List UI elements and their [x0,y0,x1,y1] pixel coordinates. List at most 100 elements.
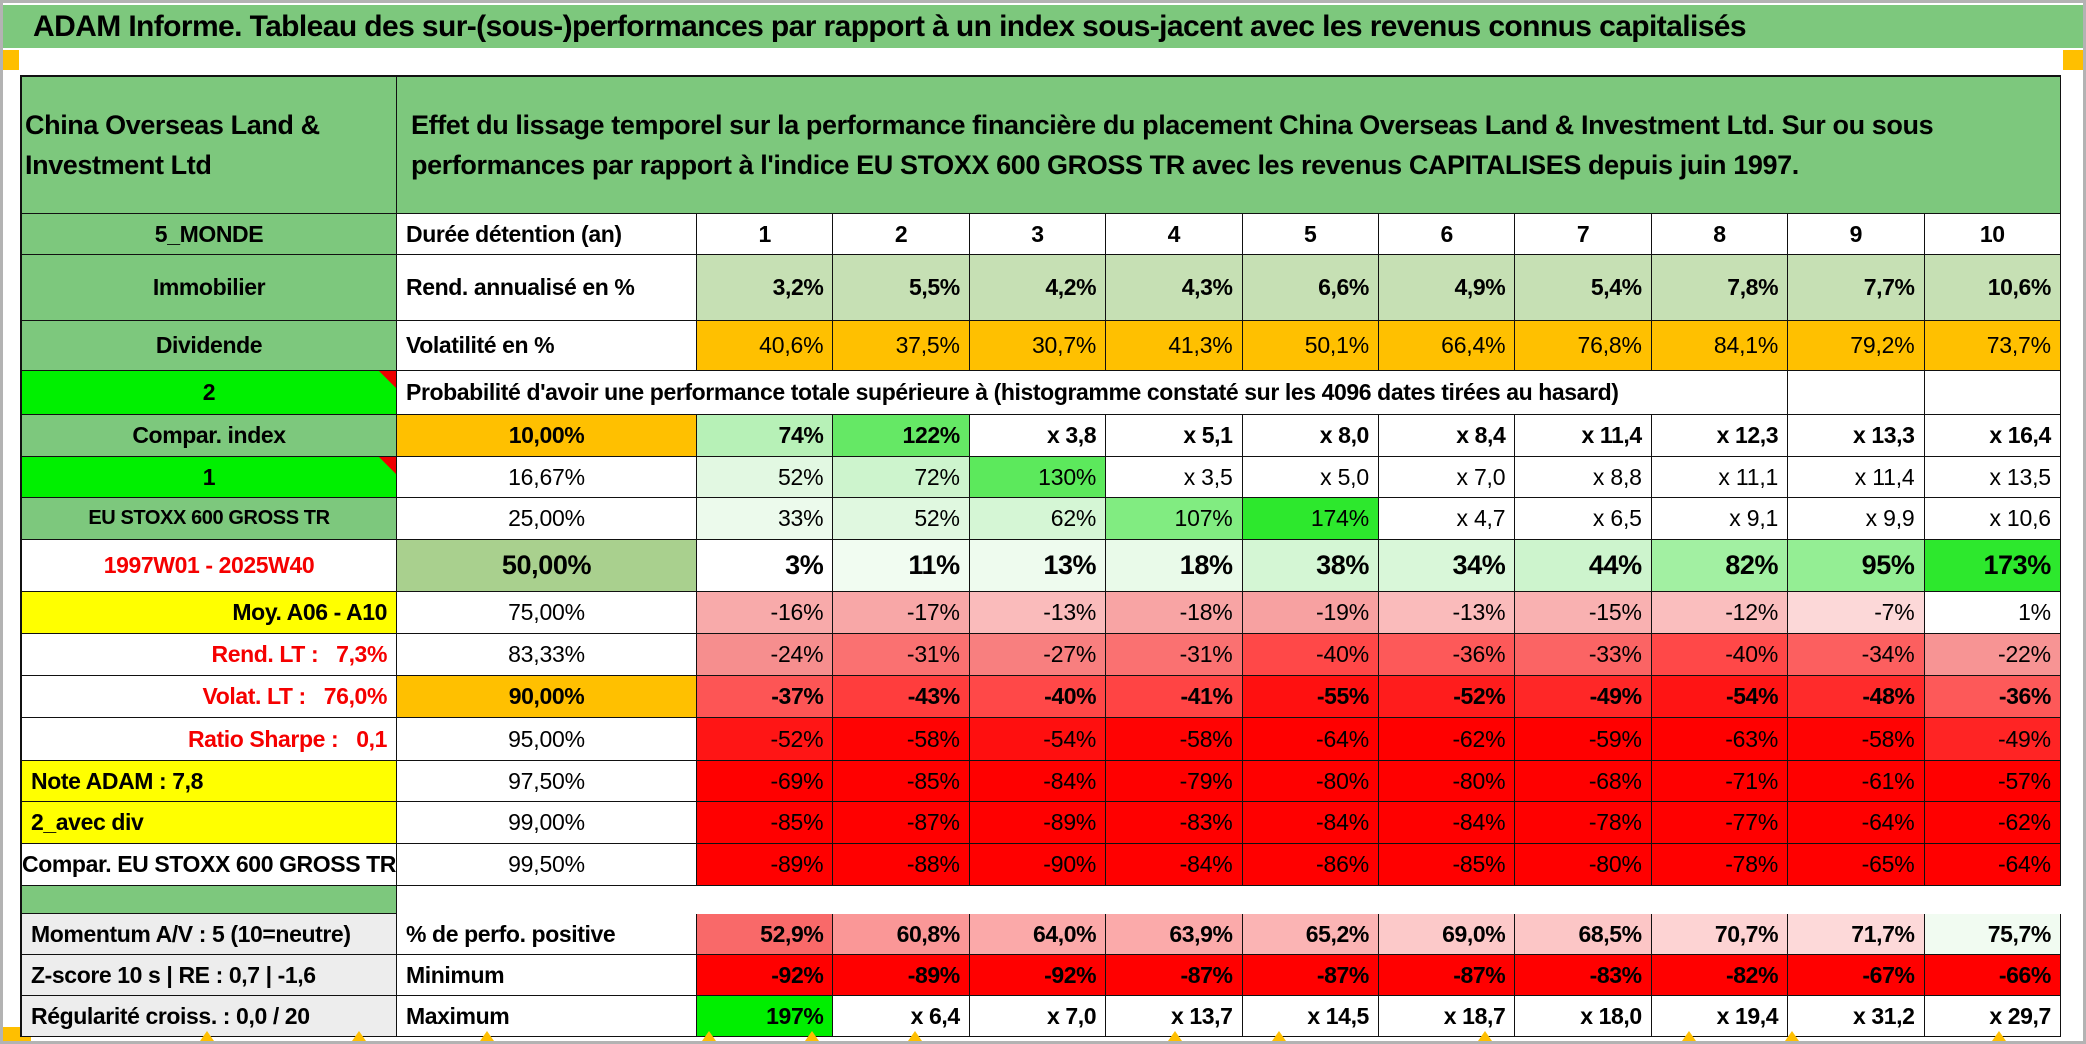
data-cell[interactable]: 95% [1788,540,1925,592]
data-cell[interactable]: -78% [1651,844,1789,886]
row-header-cell[interactable]: Moy. A06 - A10 [22,592,397,634]
data-cell[interactable]: 62% [969,498,1107,540]
data-cell[interactable]: 7,8% [1651,255,1789,321]
data-cell[interactable]: 65,2% [1242,914,1379,955]
data-cell[interactable]: -89% [969,802,1107,844]
data-cell[interactable]: x 9,9 [1788,498,1925,540]
data-cell[interactable]: -54% [969,718,1107,761]
data-cell[interactable]: -19% [1242,592,1379,634]
data-cell[interactable]: -67% [1788,955,1925,996]
data-cell[interactable]: -52% [1378,676,1516,718]
row-header-cell[interactable]: Immobilier [22,255,397,321]
row-header-cell[interactable]: 2_avec div [22,802,397,844]
data-cell[interactable]: 50,1% [1242,321,1379,371]
data-cell[interactable]: -87% [1106,955,1243,996]
data-cell[interactable]: x 9,1 [1651,498,1789,540]
row-subheader-cell[interactable]: 10,00% [397,415,697,457]
data-cell[interactable]: -54% [1651,676,1789,718]
data-cell[interactable]: x 10,6 [1924,498,2061,540]
data-cell[interactable]: -33% [1515,634,1652,676]
data-cell[interactable]: 7 [1515,214,1652,255]
data-cell[interactable]: 37,5% [833,321,970,371]
data-cell[interactable]: -65% [1788,844,1925,886]
data-cell[interactable]: -58% [833,718,970,761]
data-cell[interactable]: 33% [697,498,834,540]
data-cell[interactable]: -71% [1651,761,1789,802]
data-cell[interactable]: 75,7% [1924,914,2061,955]
data-cell[interactable]: 7,7% [1788,255,1925,321]
row-header-cell[interactable]: Compar. index [22,415,397,457]
data-cell[interactable]: -63% [1651,718,1789,761]
data-cell[interactable]: x 3,5 [1106,457,1243,498]
data-cell[interactable]: 41,3% [1106,321,1243,371]
data-cell[interactable]: 84,1% [1651,321,1789,371]
data-cell[interactable]: -52% [697,718,834,761]
row-header-cell[interactable]: Momentum A/V : 5 (10=neutre) [22,914,397,955]
row-subheader-cell[interactable]: 25,00% [397,498,697,540]
data-cell[interactable]: 60,8% [833,914,970,955]
row-subheader-cell[interactable]: 99,50% [397,844,697,886]
row-header-cell[interactable]: 1 [22,457,397,498]
data-cell[interactable]: 82% [1651,540,1789,592]
data-cell[interactable]: -77% [1651,802,1789,844]
data-cell[interactable]: 18% [1106,540,1243,592]
data-cell[interactable]: -87% [1242,955,1379,996]
row-header-cell[interactable]: 1997W01 - 2025W40 [22,540,397,592]
data-cell[interactable]: -64% [1788,802,1925,844]
row-subheader-cell[interactable]: Volatilité en % [397,321,697,371]
data-cell[interactable]: -85% [697,802,834,844]
data-cell[interactable]: -83% [1515,955,1652,996]
row-subheader-cell[interactable]: Maximum [397,996,697,1037]
data-cell[interactable]: 5,4% [1515,255,1652,321]
data-cell[interactable]: -84% [1242,802,1379,844]
data-cell[interactable]: 173% [1924,540,2061,592]
data-cell[interactable]: -89% [697,844,834,886]
row-header-cell[interactable]: Ratio Sharpe : 0,1 [22,718,397,761]
data-cell[interactable]: 73,7% [1924,321,2061,371]
data-cell[interactable]: 11% [833,540,970,592]
data-cell[interactable]: -84% [969,761,1107,802]
data-cell[interactable]: -83% [1106,802,1243,844]
data-cell[interactable]: 10,6% [1924,255,2061,321]
data-cell[interactable]: -49% [1515,676,1652,718]
row-subheader-cell[interactable]: 97,50% [397,761,697,802]
data-cell[interactable]: x 3,8 [969,415,1107,457]
data-cell[interactable]: -34% [1788,634,1925,676]
data-cell[interactable]: 4,3% [1106,255,1243,321]
data-cell[interactable]: x 31,2 [1788,996,1925,1037]
data-cell[interactable]: -16% [697,592,834,634]
data-cell[interactable]: -88% [833,844,970,886]
data-cell[interactable]: -27% [969,634,1107,676]
data-cell[interactable] [1788,371,1925,415]
data-cell[interactable]: x 14,5 [1242,996,1379,1037]
data-cell[interactable]: 44% [1515,540,1652,592]
data-cell[interactable]: -85% [833,761,970,802]
data-cell[interactable]: x 18,7 [1378,996,1516,1037]
row-header-cell[interactable]: Rend. LT : 7,3% [22,634,397,676]
data-cell[interactable]: 70,7% [1651,914,1789,955]
row-subheader-cell[interactable]: Probabilité d'avoir une performance tota… [397,371,1789,415]
data-cell[interactable]: 52% [697,457,834,498]
instrument-name-cell[interactable]: China Overseas Land & Investment Ltd [22,77,397,214]
row-subheader-cell[interactable]: 75,00% [397,592,697,634]
data-cell[interactable]: -13% [969,592,1107,634]
data-cell[interactable]: 72% [833,457,970,498]
data-cell[interactable]: -68% [1515,761,1652,802]
data-cell[interactable]: -40% [1242,634,1379,676]
data-cell[interactable] [1924,371,2061,415]
data-cell[interactable]: -80% [1378,761,1516,802]
data-cell[interactable]: -85% [1378,844,1516,886]
data-cell[interactable]: 68,5% [1515,914,1652,955]
data-cell[interactable]: x 6,4 [833,996,970,1037]
row-subheader-cell[interactable]: % de perfo. positive [397,914,697,955]
data-cell[interactable]: -40% [1651,634,1789,676]
data-cell[interactable]: -86% [1242,844,1379,886]
data-cell[interactable]: 10 [1924,214,2061,255]
row-header-cell[interactable] [22,886,397,914]
data-cell[interactable]: -87% [1378,955,1516,996]
data-cell[interactable]: 107% [1106,498,1243,540]
data-cell[interactable]: -89% [833,955,970,996]
data-cell[interactable]: -61% [1788,761,1925,802]
data-cell[interactable]: -64% [1242,718,1379,761]
data-cell[interactable]: 4 [1106,214,1243,255]
